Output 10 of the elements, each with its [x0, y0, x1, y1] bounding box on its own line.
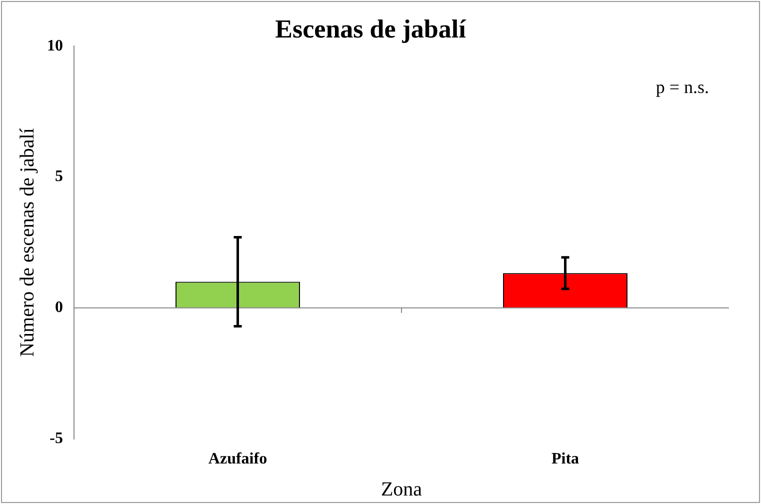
- chart-title: Escenas de jabalí: [275, 14, 467, 44]
- x-tick-label: Pita: [551, 450, 580, 468]
- x-axis-title: Zona: [380, 478, 422, 500]
- y-tick-label: 0: [55, 299, 63, 316]
- x-tick-label: Azufaifo: [208, 450, 268, 468]
- y-tick-label: 5: [55, 168, 63, 186]
- annotation: p = n.s.: [656, 76, 709, 97]
- y-axis-title: Número de escenas de jabalí: [16, 128, 38, 357]
- y-tick-label: -5: [50, 430, 63, 447]
- y-tick-label: 10: [47, 37, 63, 54]
